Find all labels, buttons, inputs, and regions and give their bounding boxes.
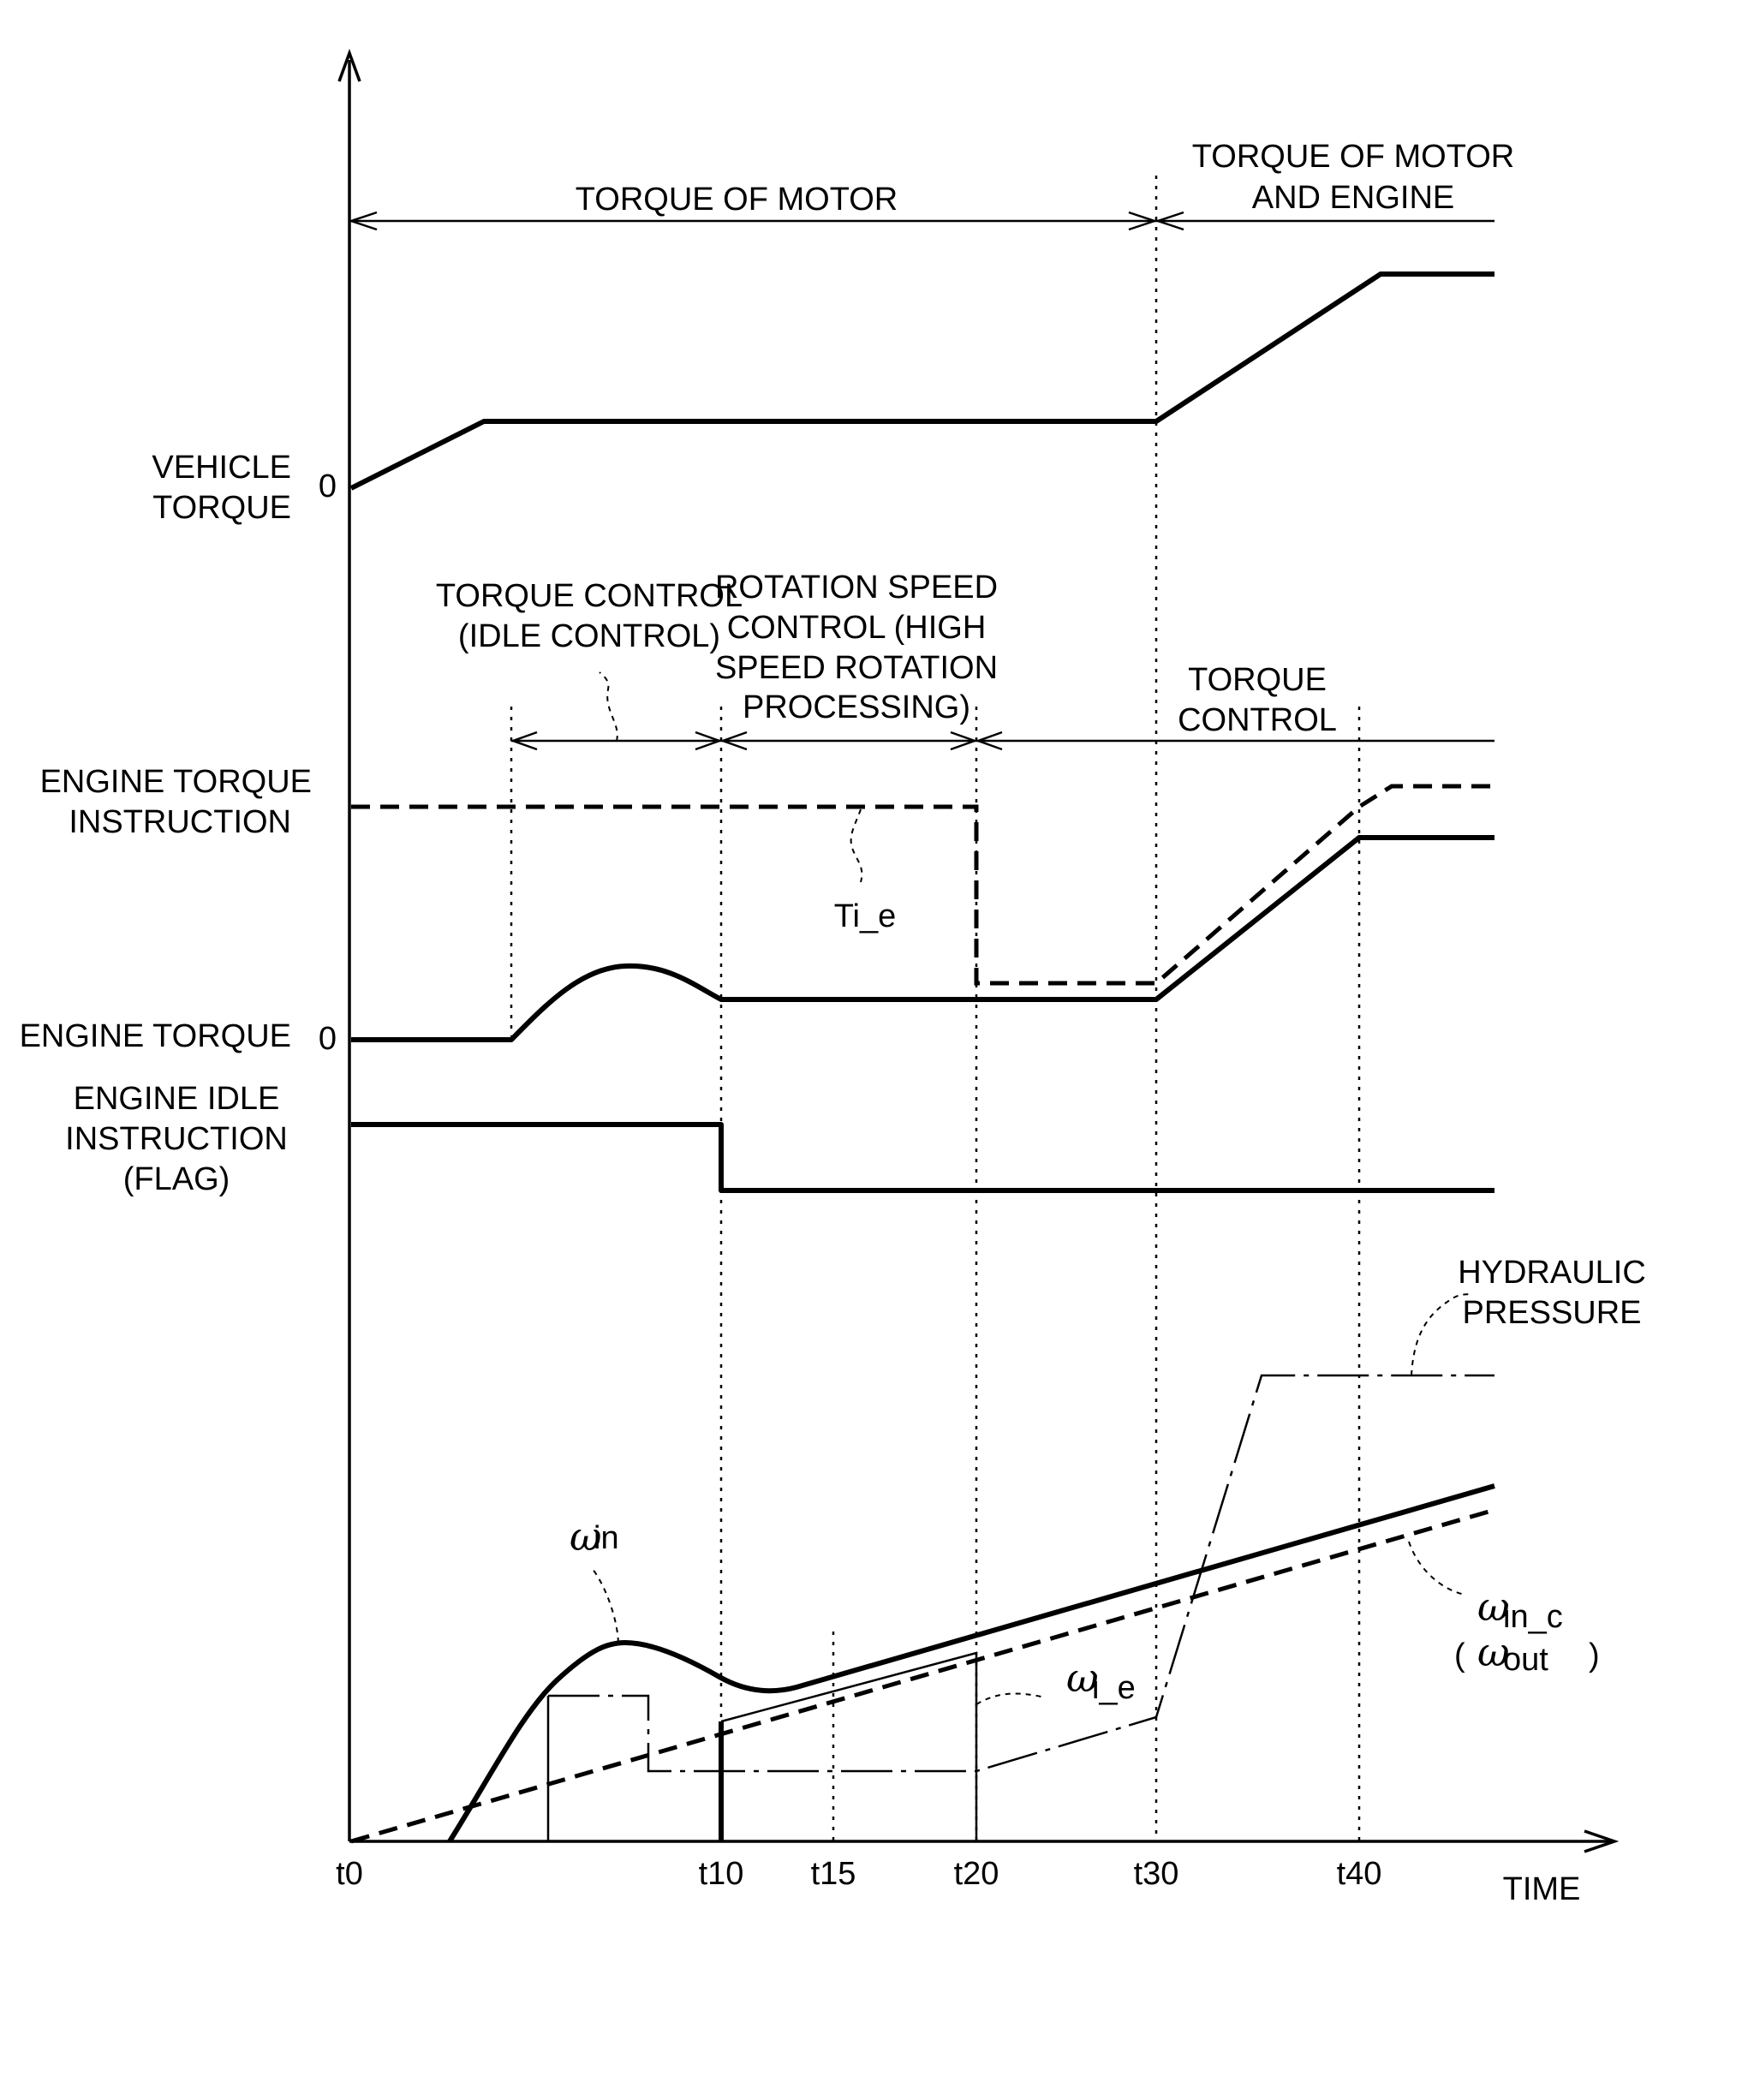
vehicle-torque-zero: 0 <box>319 468 337 504</box>
phase-arrows-middle <box>511 672 1494 749</box>
omega-ie-label: ω i_e <box>1066 1655 1136 1706</box>
paren-open: ( <box>1454 1638 1465 1673</box>
tick-t40: t40 <box>1337 1856 1382 1892</box>
time-markers <box>511 176 1359 1841</box>
phase-label-motor: TORQUE OF MOTOR <box>576 182 898 218</box>
omega-subscript: in_c <box>1503 1599 1563 1635</box>
omega-ie-curve-segment <box>721 1653 976 1841</box>
vehicle-torque-label: TORQUE <box>152 490 291 526</box>
phase-label-rotation: SPEED ROTATION <box>715 650 998 686</box>
tick-t30: t30 <box>1134 1856 1179 1892</box>
tick-t15: t15 <box>811 1856 856 1892</box>
phase-label-torque-control: CONTROL <box>1178 702 1337 738</box>
omega-in-c-curve <box>351 1510 1494 1841</box>
engine-torque-zero: 0 <box>319 1021 337 1057</box>
phase-label-idle: (IDLE CONTROL) <box>458 618 720 654</box>
time-tick-labels: t0 t10 t15 t20 t30 t40 TIME <box>336 1856 1580 1907</box>
engine-idle-label: ENGINE IDLE <box>74 1081 280 1117</box>
hydraulic-label: PRESSURE <box>1462 1295 1641 1331</box>
phase-label-rotation: PROCESSING) <box>743 689 970 725</box>
omega-subscript: in <box>594 1520 619 1556</box>
omega-in-c-label: ω in_c ( ω out ) <box>1454 1584 1600 1678</box>
row-labels: VEHICLE TORQUE 0 ENGINE TORQUE INSTRUCTI… <box>20 450 337 1197</box>
engine-torque-label: ENGINE TORQUE <box>20 1018 291 1054</box>
phase-label-rotation: ROTATION SPEED <box>715 570 998 606</box>
engine-torque-curve <box>351 838 1494 1040</box>
omega-ie-leader <box>976 1693 1045 1704</box>
omega-in-leader <box>591 1567 618 1643</box>
tick-t10: t10 <box>699 1856 744 1892</box>
engine-idle-flag-curve <box>351 1125 1494 1190</box>
engine-torque-instruction-label: INSTRUCTION <box>69 804 291 840</box>
time-axis-label: TIME <box>1503 1871 1581 1907</box>
omega-subscript: i_e <box>1092 1670 1136 1706</box>
engine-idle-label: INSTRUCTION <box>65 1121 288 1157</box>
phase-label-motor-engine: TORQUE OF MOTOR <box>1192 139 1515 175</box>
phase-label-torque-control: TORQUE <box>1188 662 1327 698</box>
phase-label-rotation: CONTROL (HIGH <box>727 610 987 646</box>
phase-labels: TORQUE OF MOTOR TORQUE OF MOTOR AND ENGI… <box>436 139 1514 738</box>
tick-t20: t20 <box>954 1856 999 1892</box>
vehicle-torque-curve <box>351 274 1494 488</box>
engine-torque-instruction-curve <box>351 786 1494 983</box>
engine-idle-label: (FLAG) <box>123 1161 230 1197</box>
engine-torque-instruction-label: ENGINE TORQUE <box>40 764 312 800</box>
ti-e-label: Ti_e <box>834 898 897 934</box>
tick-t0: t0 <box>336 1856 363 1892</box>
omega-in-label: ω in <box>570 1513 619 1560</box>
phase-label-idle: TORQUE CONTROL <box>436 578 743 614</box>
omega-subscript: out <box>1503 1642 1548 1678</box>
timing-diagram: TORQUE OF MOTOR TORQUE OF MOTOR AND ENGI… <box>0 0 1754 2100</box>
phase-label-motor-engine: AND ENGINE <box>1252 180 1454 216</box>
omega-in-c-leader <box>1409 1542 1465 1595</box>
hydraulic-label: HYDRAULIC <box>1458 1255 1646 1291</box>
ti-e-leader <box>851 809 862 882</box>
idle-control-leader <box>600 672 617 741</box>
hydraulic-pressure-curve <box>548 1375 1494 1771</box>
paren-close: ) <box>1589 1638 1600 1673</box>
vehicle-torque-label: VEHICLE <box>152 450 291 486</box>
